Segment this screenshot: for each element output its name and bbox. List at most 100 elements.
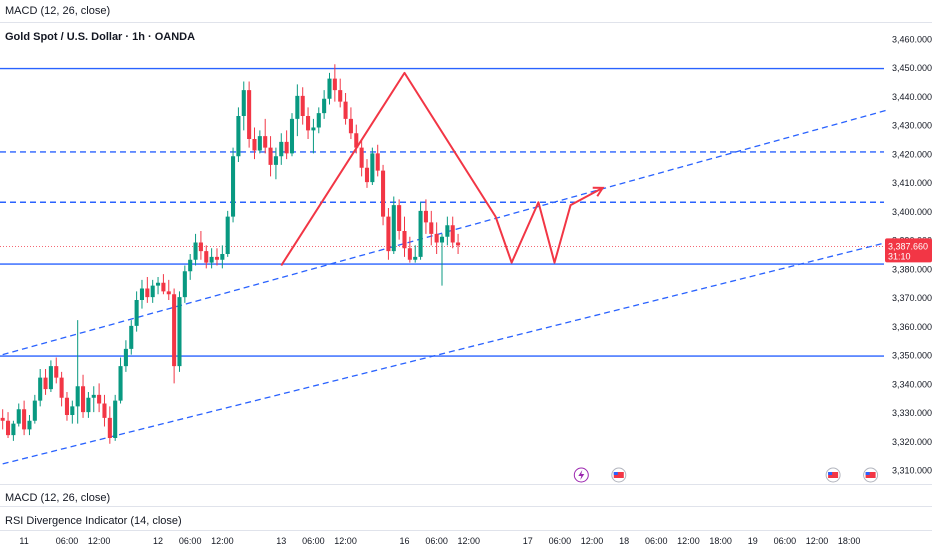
candle-body [145,288,150,298]
time-axis-divider [0,530,932,531]
pane-divider[interactable] [0,506,932,507]
candle-body [364,167,370,183]
x-tick-label: 17 [523,536,533,546]
flag-canton [865,472,870,475]
y-tick-label: 3,450.000 [892,63,932,73]
candle-body [177,297,182,367]
candle-body [402,231,407,249]
y-tick-label: 3,330.000 [892,408,932,418]
candle-body [231,156,236,217]
candle-body [91,394,96,398]
x-tick-label: 06:00 [774,536,797,546]
x-tick-label: 18:00 [709,536,732,546]
candle-body [445,225,450,237]
candle-body [204,251,209,263]
y-tick-label: 3,320.000 [892,437,932,447]
rsi-pane-label[interactable]: RSI Divergence Indicator (14, close) [5,515,182,527]
candle-body [209,256,214,263]
symbol-title[interactable]: Gold Spot / U.S. Dollar · 1h · OANDA [5,31,196,43]
candle-body [193,242,198,260]
candle-body [311,127,316,131]
x-tick-label: 12:00 [806,536,829,546]
candle-body [295,95,300,119]
candle-body [166,291,171,295]
candle-body [27,420,32,430]
candle-body [6,420,11,436]
y-tick-label: 3,420.000 [892,149,932,159]
y-tick-label: 3,460.000 [892,34,932,44]
price-tag [885,238,932,263]
candle-body [0,417,5,421]
candle-body [129,325,134,349]
y-tick-label: 3,410.000 [892,178,932,188]
candle-body [322,98,327,114]
candle-body [139,288,145,300]
candle-body [236,116,241,157]
candle-body [247,90,252,139]
macd-header-label[interactable]: MACD (12, 26, close) [5,5,111,17]
candle-body [391,205,396,252]
candle-body [263,136,268,148]
candle-body [32,400,37,421]
x-tick-label: 12:00 [677,536,700,546]
flag-stripes [865,472,876,478]
candle-body [102,403,107,418]
y-tick-label: 3,430.000 [892,121,932,131]
candle-body [118,366,123,401]
forecast-path [280,71,604,267]
x-tick-label: 06:00 [302,536,325,546]
candle-body [343,101,348,119]
candle-body [113,400,118,438]
candle-body [279,141,284,157]
y-tick-label: 3,310.000 [892,466,932,476]
x-tick-label: 12:00 [581,536,604,546]
macd-pane-label[interactable]: MACD (12, 26, close) [5,492,111,504]
x-tick-label: 12 [153,536,163,546]
y-tick-label: 3,400.000 [892,207,932,217]
flag-stripes [613,472,624,478]
price-tag-countdown: 31:10 [888,251,911,261]
candle-body [268,147,273,165]
candle-body [273,156,278,165]
candle-body [418,210,423,257]
candle-body [456,242,461,246]
candle-body [75,386,80,407]
candle-body [156,282,161,286]
candle-body [327,78,332,99]
candle-body [198,242,203,252]
x-tick-label: 06:00 [645,536,668,546]
y-tick-label: 3,440.000 [892,92,932,102]
candle-body [450,225,455,243]
x-tick-label: 12:00 [88,536,111,546]
x-tick-label: 13 [276,536,286,546]
candle-body [289,118,295,154]
candle-body [134,300,139,326]
candle-body [220,254,225,260]
candle-body [172,294,177,367]
x-tick-label: 06:00 [549,536,572,546]
candle-body [214,256,220,260]
candle-body [241,90,246,116]
candle-body [161,282,166,292]
indicator-header-bar: MACD (12, 26, close) [0,0,932,23]
x-tick-label: 12:00 [458,536,481,546]
candle-body [423,210,428,223]
candle-body [16,409,21,424]
candle-body [86,397,91,413]
candle-body [413,256,418,260]
candle-body [43,377,48,390]
pane-divider[interactable] [0,484,932,485]
x-tick-label: 06:00 [56,536,79,546]
candle-body [354,133,359,148]
candle-body [150,285,155,298]
x-tick-label: 11 [19,536,28,546]
candle-body [225,216,230,254]
candle-body [81,386,86,413]
trend-channel-line [2,109,887,356]
x-tick-label: 18:00 [838,536,861,546]
candle-body [407,248,412,260]
x-tick-label: 06:00 [179,536,202,546]
flag-canton [828,472,833,475]
candle-body [381,170,386,217]
